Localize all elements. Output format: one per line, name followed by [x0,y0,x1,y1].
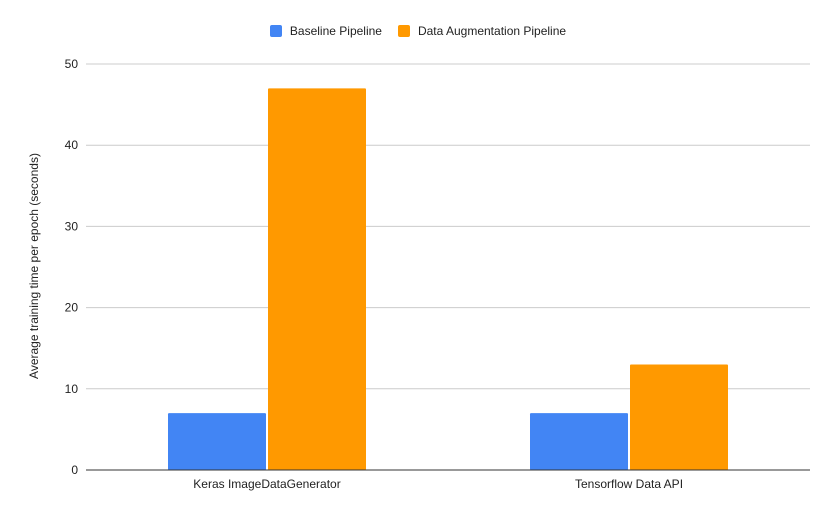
y-tick-label: 50 [65,57,79,71]
x-tick-label: Keras ImageDataGenerator [193,477,340,491]
bar-augmentation [268,88,366,471]
y-tick-label: 10 [65,382,79,396]
y-tick-label: 0 [71,463,78,477]
bar-baseline [530,413,628,470]
legend-item-baseline[interactable]: Baseline Pipeline [269,24,382,38]
y-tick-label: 20 [65,301,79,315]
legend-label-augmentation: Data Augmentation Pipeline [417,24,567,38]
legend-item-augmentation[interactable]: Data Augmentation Pipeline [397,24,567,38]
bar-augmentation [630,364,728,470]
legend-swatch-augmentation [397,25,410,37]
legend: Baseline Pipeline Data Augmentation Pipe… [0,24,836,38]
bar-baseline [168,413,266,470]
legend-swatch-baseline [269,25,282,37]
legend-label-baseline: Baseline Pipeline [289,24,382,38]
y-tick-label: 40 [65,138,79,152]
y-tick-label: 30 [65,219,79,233]
x-tick-label: Tensorflow Data API [575,477,683,491]
